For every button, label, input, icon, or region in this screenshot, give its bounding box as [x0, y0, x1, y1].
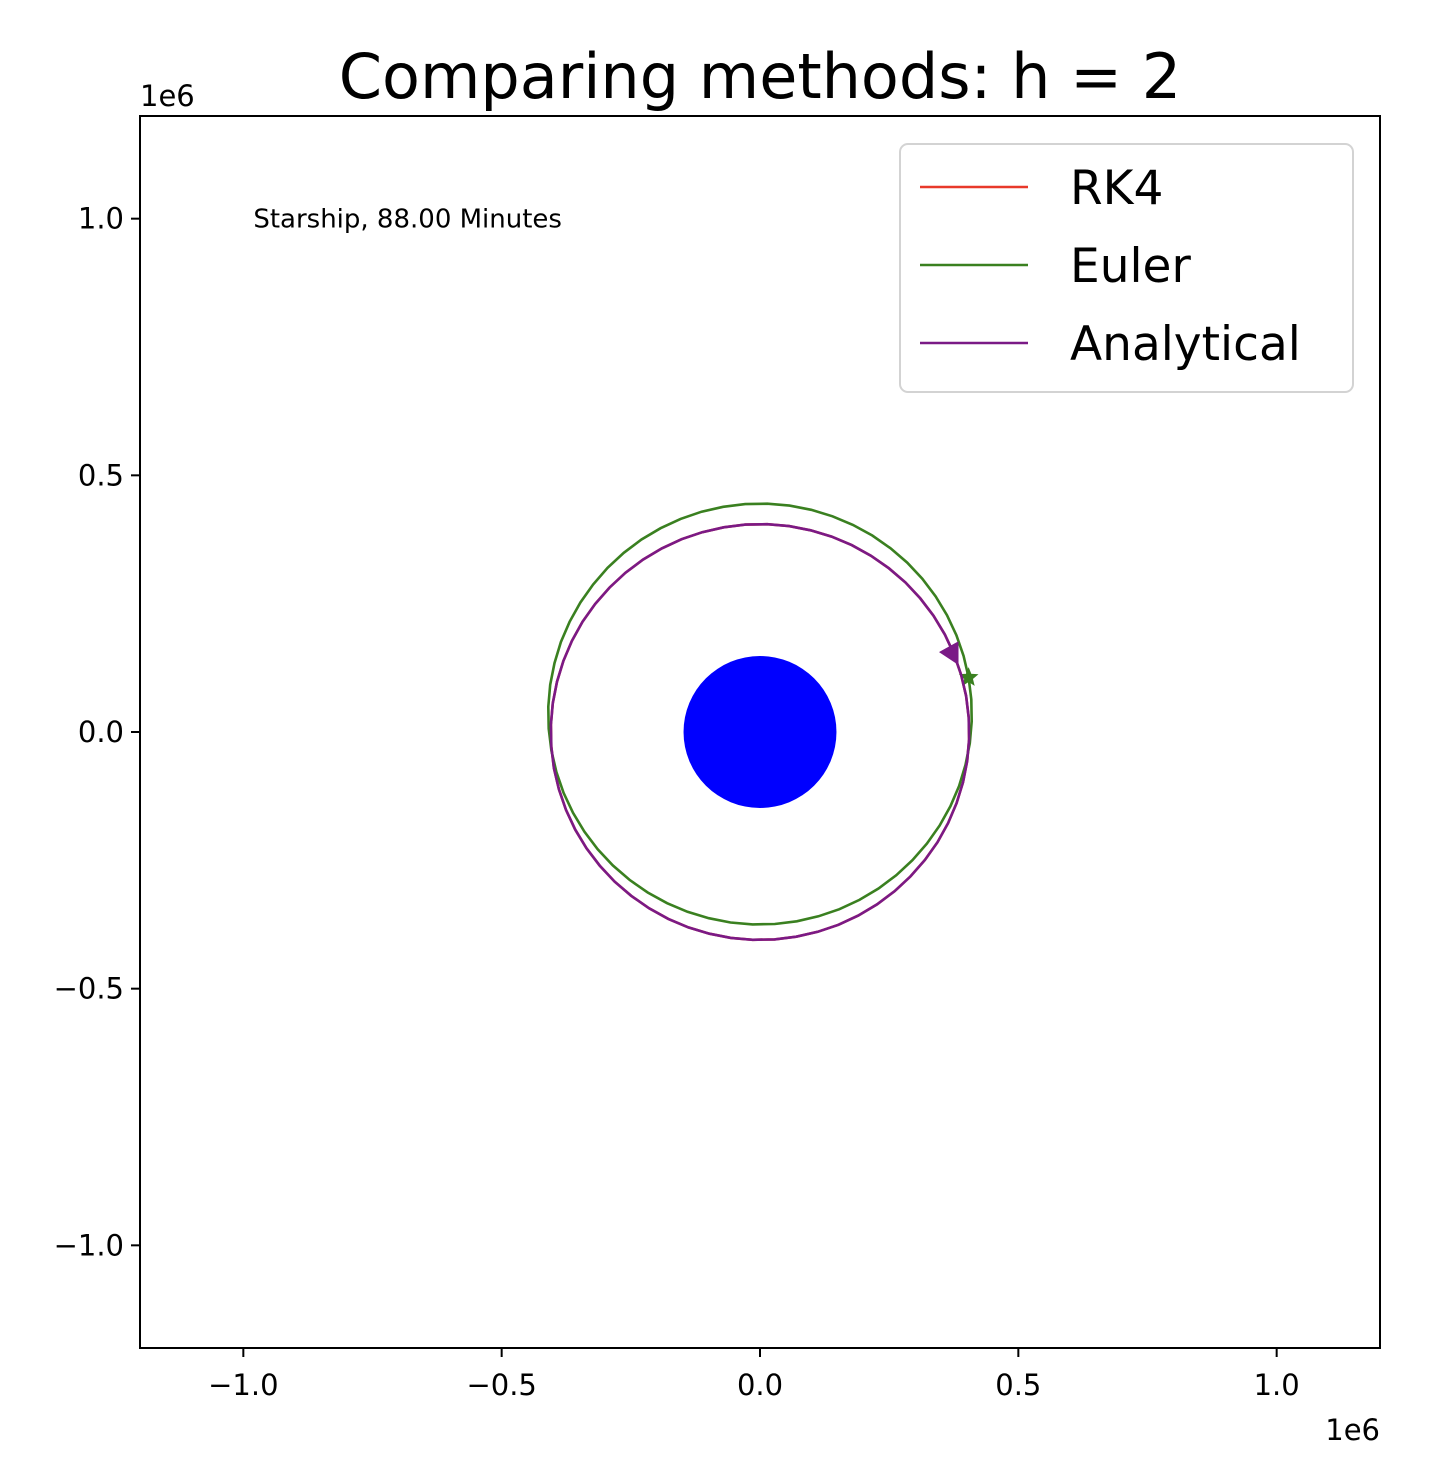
y-tick-label: 0.5 [78, 458, 124, 492]
y-tick-label: 0.0 [78, 715, 124, 749]
y-tick-label: −1.0 [54, 1228, 124, 1262]
legend-label-analytical: Analytical [1070, 317, 1301, 372]
plot-area: −1.0 −0.5 0.0 0.5 1.0 −1.0 −0.5 0.0 0.5 1.0 [54, 115, 1381, 1402]
y-axis-offset-label: 1e6 [140, 79, 195, 113]
x-tick-label: 0.5 [995, 1368, 1041, 1402]
x-tick-label: −0.5 [466, 1368, 536, 1402]
legend: RK4 Euler Analytical [899, 143, 1354, 393]
x-tick-label: 1.0 [1254, 1368, 1300, 1402]
planet [683, 656, 837, 808]
orbit-analytical [549, 522, 971, 942]
orbit-annotation: Starship, 88.00 Minutes [253, 205, 562, 235]
x-axis-offset-label: 1e6 [1325, 1413, 1380, 1447]
legend-box [899, 143, 1354, 393]
chart-title: Comparing methods: h = 2 [339, 40, 1181, 113]
marker-analytical [939, 641, 959, 666]
y-tick-label: 1.0 [78, 202, 124, 236]
y-tick-label: −0.5 [54, 972, 124, 1006]
x-tick-label: 0.0 [737, 1368, 783, 1402]
x-tick-label: −1.0 [208, 1368, 278, 1402]
legend-label-rk4: RK4 [1070, 161, 1163, 216]
legend-label-euler: Euler [1070, 239, 1191, 294]
